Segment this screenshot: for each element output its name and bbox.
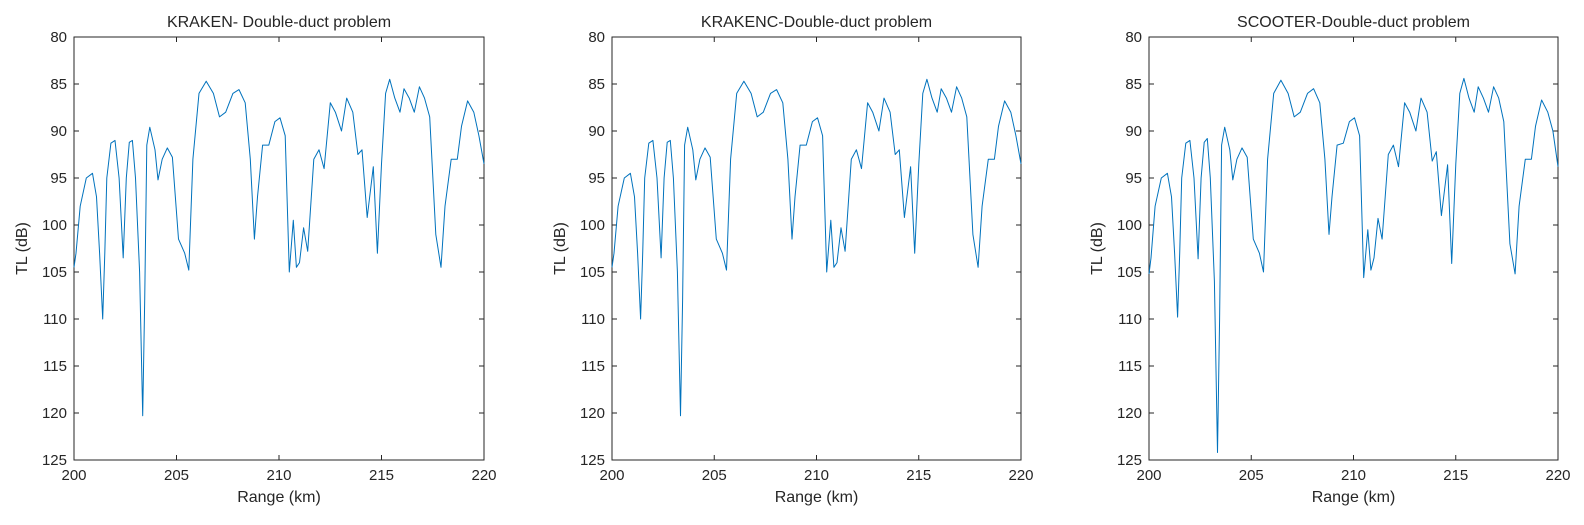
y-tick-label: 115 xyxy=(581,358,605,375)
y-tick-label: 105 xyxy=(1117,264,1142,281)
y-tick-label: 85 xyxy=(588,76,605,93)
plot-area xyxy=(1148,36,1559,461)
x-axis-label: Range (km) xyxy=(237,489,321,506)
x-tick-label: 205 xyxy=(702,467,727,484)
chart-panel-2: 200 205 210 215 220 80 85 90 95 100 105 110 115 120 12… xyxy=(552,14,1034,506)
y-tick-label: 90 xyxy=(588,123,605,140)
x-tick-label: 215 xyxy=(906,467,931,484)
x-axis-label: Range (km) xyxy=(1312,489,1396,506)
x-tick-label: 205 xyxy=(1239,467,1264,484)
y-tick-label: 115 xyxy=(1118,358,1142,375)
series-line xyxy=(611,78,1022,417)
chart-title: SCOOTER-Double-duct problem xyxy=(1237,14,1470,31)
y-tick-label: 120 xyxy=(42,405,67,422)
y-tick-label: 105 xyxy=(580,264,605,281)
y-tick-label: 95 xyxy=(1125,170,1142,187)
series-line xyxy=(1148,77,1559,453)
y-axis-label: TL (dB) xyxy=(1089,222,1106,275)
x-tick-label: 200 xyxy=(599,467,624,484)
y-tick-label: 90 xyxy=(1125,123,1142,140)
y-tick-label: 110 xyxy=(43,311,67,328)
x-tick-label: 205 xyxy=(164,467,189,484)
y-tick-label: 115 xyxy=(43,358,67,375)
series-line xyxy=(73,78,485,417)
y-tick-label: 120 xyxy=(580,405,605,422)
x-tick-label: 210 xyxy=(804,467,829,484)
y-axis-label: TL (dB) xyxy=(552,222,569,275)
plot-area xyxy=(611,36,1022,461)
chart-panel-1: 200 205 210 215 220 80 85 90 95 100 105 110 115 120 12… xyxy=(14,14,497,506)
chart-title: KRAKENC-Double-duct problem xyxy=(701,14,932,31)
chart-title: KRAKEN- Double-duct problem xyxy=(167,14,391,31)
y-tick-label: 100 xyxy=(1117,217,1142,234)
y-tick-label: 120 xyxy=(1117,405,1142,422)
x-tick-label: 200 xyxy=(61,467,86,484)
y-tick-label: 90 xyxy=(50,123,67,140)
chart-panel-3: 200 205 210 215 220 80 85 90 95 100 105 110 115 120 12… xyxy=(1089,14,1571,506)
y-tick-label: 110 xyxy=(581,311,605,328)
y-tick-label: 80 xyxy=(588,29,605,46)
y-tick-label: 125 xyxy=(1117,452,1142,469)
x-axis-label: Range (km) xyxy=(775,489,859,506)
x-tick-label: 200 xyxy=(1136,467,1161,484)
y-tick-label: 85 xyxy=(50,76,67,93)
y-tick-label: 125 xyxy=(580,452,605,469)
y-tick-label: 100 xyxy=(580,217,605,234)
y-tick-label: 125 xyxy=(42,452,67,469)
y-tick-label: 95 xyxy=(50,170,67,187)
y-tick-label: 95 xyxy=(588,170,605,187)
x-tick-label: 210 xyxy=(1341,467,1366,484)
x-tick-label: 210 xyxy=(266,467,291,484)
y-axis-label: TL (dB) xyxy=(14,222,31,275)
y-tick-label: 105 xyxy=(42,264,67,281)
x-tick-label: 215 xyxy=(1443,467,1468,484)
x-tick-label: 220 xyxy=(1008,467,1033,484)
y-tick-label: 100 xyxy=(42,217,67,234)
plot-area xyxy=(73,36,485,461)
x-tick-label: 220 xyxy=(1545,467,1570,484)
x-tick-label: 220 xyxy=(471,467,496,484)
y-tick-label: 80 xyxy=(1125,29,1142,46)
y-tick-label: 110 xyxy=(1118,311,1142,328)
y-tick-label: 80 xyxy=(50,29,67,46)
y-tick-label: 85 xyxy=(1125,76,1142,93)
x-tick-label: 215 xyxy=(369,467,394,484)
